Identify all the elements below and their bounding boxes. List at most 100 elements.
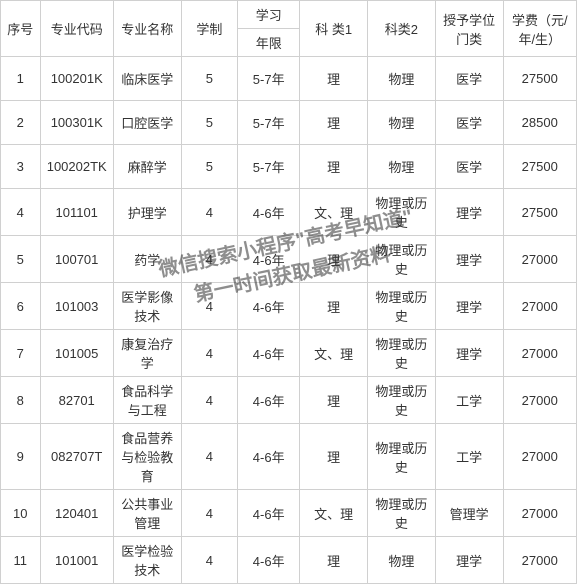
table-cell: 4-6年 bbox=[238, 537, 300, 584]
table-cell: 理 bbox=[300, 377, 368, 424]
table-row: 9082707T食品营养与检验教育44-6年理物理或历史工学27000 bbox=[1, 424, 577, 490]
table-cell: 物理或历史 bbox=[368, 330, 436, 377]
table-body: 1100201K临床医学55-7年理物理医学275002100301K口腔医学5… bbox=[1, 57, 577, 584]
th-name: 专业名称 bbox=[113, 1, 181, 57]
table-cell: 物理 bbox=[368, 537, 436, 584]
table-cell: 物理或历史 bbox=[368, 424, 436, 490]
table-cell: 9 bbox=[1, 424, 41, 490]
table-cell: 4 bbox=[181, 490, 237, 537]
table-cell: 100201K bbox=[40, 57, 113, 101]
table-cell: 4-6年 bbox=[238, 283, 300, 330]
table-cell: 医学 bbox=[435, 145, 503, 189]
th-index: 序号 bbox=[1, 1, 41, 57]
table-cell: 4 bbox=[181, 377, 237, 424]
table-cell: 口腔医学 bbox=[113, 101, 181, 145]
table-cell: 临床医学 bbox=[113, 57, 181, 101]
th-cat2: 科类2 bbox=[368, 1, 436, 57]
table-cell: 理 bbox=[300, 236, 368, 283]
table-cell: 食品营养与检验教育 bbox=[113, 424, 181, 490]
table-cell: 4-6年 bbox=[238, 189, 300, 236]
table-row: 7101005康复治疗学44-6年文、理物理或历史理学27000 bbox=[1, 330, 577, 377]
table-cell: 4 bbox=[181, 189, 237, 236]
table-cell: 27000 bbox=[503, 490, 577, 537]
table-cell: 文、理 bbox=[300, 189, 368, 236]
table-cell: 5 bbox=[181, 145, 237, 189]
table-cell: 11 bbox=[1, 537, 41, 584]
table-cell: 理 bbox=[300, 145, 368, 189]
table-row: 11101001医学检验技术44-6年理物理理学27000 bbox=[1, 537, 577, 584]
table-cell: 5 bbox=[1, 236, 41, 283]
table-cell: 5-7年 bbox=[238, 145, 300, 189]
table-cell: 理 bbox=[300, 101, 368, 145]
table-cell: 27500 bbox=[503, 189, 577, 236]
table-cell: 27000 bbox=[503, 330, 577, 377]
table-cell: 理 bbox=[300, 424, 368, 490]
th-degree: 授予学位门类 bbox=[435, 1, 503, 57]
table-cell: 物理或历史 bbox=[368, 490, 436, 537]
table-row: 10120401公共事业管理44-6年文、理物理或历史管理学27000 bbox=[1, 490, 577, 537]
table-cell: 4-6年 bbox=[238, 236, 300, 283]
major-table: 序号 专业代码 专业名称 学制 学习 科 类1 科类2 授予学位门类 学费（元/… bbox=[0, 0, 577, 584]
table-cell: 物理或历史 bbox=[368, 377, 436, 424]
table-cell: 27500 bbox=[503, 57, 577, 101]
table-cell: 100202TK bbox=[40, 145, 113, 189]
th-years-b: 年限 bbox=[238, 29, 300, 57]
table-cell: 27000 bbox=[503, 537, 577, 584]
table-cell: 工学 bbox=[435, 377, 503, 424]
table-cell: 101101 bbox=[40, 189, 113, 236]
table-cell: 4-6年 bbox=[238, 424, 300, 490]
table-cell: 101001 bbox=[40, 537, 113, 584]
table-cell: 医学影像技术 bbox=[113, 283, 181, 330]
table-cell: 理 bbox=[300, 537, 368, 584]
th-fee: 学费（元/年/生） bbox=[503, 1, 577, 57]
table-cell: 27500 bbox=[503, 145, 577, 189]
table-row: 3100202TK麻醉学55-7年理物理医学27500 bbox=[1, 145, 577, 189]
table-cell: 27000 bbox=[503, 377, 577, 424]
table-cell: 7 bbox=[1, 330, 41, 377]
th-years-a: 学习 bbox=[238, 1, 300, 29]
table-cell: 理学 bbox=[435, 189, 503, 236]
table-cell: 100701 bbox=[40, 236, 113, 283]
table-cell: 护理学 bbox=[113, 189, 181, 236]
table-cell: 康复治疗学 bbox=[113, 330, 181, 377]
table-cell: 5-7年 bbox=[238, 57, 300, 101]
table-cell: 5-7年 bbox=[238, 101, 300, 145]
table-cell: 101005 bbox=[40, 330, 113, 377]
table-cell: 理 bbox=[300, 283, 368, 330]
table-cell: 082707T bbox=[40, 424, 113, 490]
table-cell: 1 bbox=[1, 57, 41, 101]
table-cell: 物理 bbox=[368, 101, 436, 145]
table-cell: 5 bbox=[181, 57, 237, 101]
table-cell: 医学 bbox=[435, 57, 503, 101]
table-row: 6101003医学影像技术44-6年理物理或历史理学27000 bbox=[1, 283, 577, 330]
table-cell: 理学 bbox=[435, 236, 503, 283]
table-cell: 文、理 bbox=[300, 330, 368, 377]
table-cell: 物理或历史 bbox=[368, 236, 436, 283]
table-cell: 药学 bbox=[113, 236, 181, 283]
table-header: 序号 专业代码 专业名称 学制 学习 科 类1 科类2 授予学位门类 学费（元/… bbox=[1, 1, 577, 57]
table-cell: 4 bbox=[181, 236, 237, 283]
table-cell: 2 bbox=[1, 101, 41, 145]
table-cell: 4 bbox=[181, 424, 237, 490]
table-cell: 4 bbox=[181, 537, 237, 584]
th-system: 学制 bbox=[181, 1, 237, 57]
table-cell: 100301K bbox=[40, 101, 113, 145]
table-cell: 27000 bbox=[503, 283, 577, 330]
table-row: 4101101护理学44-6年文、理物理或历史理学27500 bbox=[1, 189, 577, 236]
table-cell: 4 bbox=[1, 189, 41, 236]
table-cell: 120401 bbox=[40, 490, 113, 537]
table-cell: 4-6年 bbox=[238, 377, 300, 424]
table-cell: 4-6年 bbox=[238, 490, 300, 537]
table-cell: 麻醉学 bbox=[113, 145, 181, 189]
th-code: 专业代码 bbox=[40, 1, 113, 57]
table-cell: 5 bbox=[181, 101, 237, 145]
table-cell: 4 bbox=[181, 283, 237, 330]
table-row: 2100301K口腔医学55-7年理物理医学28500 bbox=[1, 101, 577, 145]
table-cell: 6 bbox=[1, 283, 41, 330]
table-cell: 工学 bbox=[435, 424, 503, 490]
table-cell: 公共事业管理 bbox=[113, 490, 181, 537]
table-cell: 物理 bbox=[368, 57, 436, 101]
table-cell: 10 bbox=[1, 490, 41, 537]
table-cell: 4-6年 bbox=[238, 330, 300, 377]
table-cell: 物理或历史 bbox=[368, 189, 436, 236]
